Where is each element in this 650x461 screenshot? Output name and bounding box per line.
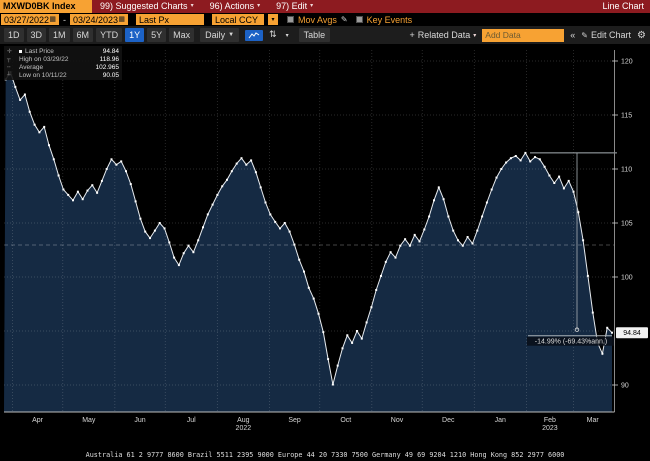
caret-down-icon: ▾ bbox=[310, 3, 314, 9]
legend-last-price[interactable]: ✛ Last Price 94.84 bbox=[7, 47, 119, 55]
range-tab-ytd[interactable]: YTD bbox=[96, 28, 123, 42]
svg-text:Jan: Jan bbox=[495, 417, 506, 424]
svg-text:Oct: Oct bbox=[340, 417, 351, 424]
svg-text:105: 105 bbox=[621, 221, 633, 228]
svg-text:Mar: Mar bbox=[587, 417, 600, 424]
date-to-field[interactable]: 03/24/2023 ▦ bbox=[70, 14, 128, 25]
currency-dropdown-button[interactable]: ▾ bbox=[268, 14, 278, 25]
range-tab-6m[interactable]: 6M bbox=[72, 28, 94, 42]
price-type-field[interactable]: Last Px bbox=[136, 14, 204, 25]
footer-phone-line-1: Australia 61 2 9777 8600 Brazil 5511 239… bbox=[85, 451, 565, 460]
crosshair-icon: ✛ bbox=[7, 47, 13, 55]
pencil-icon[interactable]: ✎ bbox=[340, 15, 348, 24]
average-line-icon: ╌ bbox=[7, 63, 11, 71]
line-chart-type-button[interactable] bbox=[245, 29, 264, 41]
related-data-button[interactable]: + Related Data ▾ bbox=[409, 30, 477, 40]
svg-text:Jul: Jul bbox=[187, 417, 196, 424]
key-events-label[interactable]: Key Events bbox=[366, 14, 413, 25]
caret-down-icon: ▾ bbox=[190, 3, 194, 9]
svg-text:120: 120 bbox=[621, 59, 633, 66]
svg-text:Feb: Feb bbox=[544, 417, 556, 424]
legend-average[interactable]: ╌ Average 102.965 bbox=[7, 63, 119, 71]
menu-suggested-charts[interactable]: 99) Suggested Charts ▾ bbox=[100, 1, 194, 11]
caret-down-icon: ▾ bbox=[257, 3, 261, 9]
low-marker-icon: ┴ bbox=[7, 71, 11, 79]
svg-text:Sep: Sep bbox=[288, 417, 301, 424]
svg-text:100: 100 bbox=[621, 275, 633, 282]
svg-text:Nov: Nov bbox=[391, 417, 404, 424]
svg-text:115: 115 bbox=[621, 113, 632, 120]
svg-text:90: 90 bbox=[621, 383, 629, 390]
title-bar: MXWD0BK Index 99) Suggested Charts ▾ 96)… bbox=[0, 0, 650, 13]
calendar-icon[interactable]: ▦ bbox=[49, 15, 56, 23]
sort-icon[interactable]: ⇅ bbox=[269, 30, 277, 40]
mov-avgs-label[interactable]: Mov Avgs bbox=[298, 14, 337, 25]
terminal-footer: Australia 61 2 9777 8600 Brazil 5511 239… bbox=[0, 432, 650, 461]
caret-down-icon: ▼ bbox=[228, 32, 235, 38]
date-range-separator: - bbox=[63, 14, 66, 25]
mov-avgs-checkbox[interactable] bbox=[287, 16, 294, 23]
svg-text:2023: 2023 bbox=[542, 425, 558, 432]
range-tab-1y[interactable]: 1Y bbox=[125, 28, 145, 42]
menu-actions[interactable]: 96) Actions ▾ bbox=[209, 1, 261, 11]
legend-high[interactable]: ┬ High on 03/29/22 118.96 bbox=[7, 55, 119, 63]
price-chart[interactable]: -14.99% (-69.43%ann.) 120 115 110 105 100 90 94… bbox=[0, 44, 650, 432]
series-marker-icon bbox=[19, 49, 22, 53]
caret-down-icon: ▾ bbox=[473, 32, 477, 39]
edit-chart-button[interactable]: ✎ Edit Chart bbox=[581, 30, 632, 40]
range-tab-1d[interactable]: 1D bbox=[4, 28, 24, 42]
chart-toolbar: 1D 3D 1M 6M YTD 1Y 5Y Max Daily ▼ ⇅ ▾ Ta… bbox=[0, 26, 650, 44]
chart-area[interactable]: -14.99% (-69.43%ann.) 120 115 110 105 100 90 94… bbox=[0, 44, 650, 432]
control-bar: 03/27/2022 ▦ - 03/24/2023 ▦ Last Px Loca… bbox=[0, 13, 650, 26]
period-dropdown[interactable]: Daily ▼ bbox=[200, 28, 240, 42]
svg-text:Dec: Dec bbox=[442, 417, 455, 424]
range-tab-1m[interactable]: 1M bbox=[49, 28, 70, 42]
plus-icon: + bbox=[409, 30, 415, 40]
legend-low[interactable]: ┴ Low on 10/11/22 90.05 bbox=[7, 71, 119, 79]
range-tab-3d[interactable]: 3D bbox=[26, 28, 47, 42]
pencil-icon: ✎ bbox=[581, 30, 588, 40]
add-data-input[interactable] bbox=[482, 28, 565, 42]
range-tab-max[interactable]: Max bbox=[169, 28, 195, 42]
calendar-icon[interactable]: ▦ bbox=[118, 15, 125, 23]
svg-text:94.84: 94.84 bbox=[623, 330, 641, 337]
chart-options-caret[interactable]: ▾ bbox=[285, 32, 289, 39]
svg-text:Apr: Apr bbox=[32, 417, 44, 424]
menu-edit[interactable]: 97) Edit ▾ bbox=[276, 1, 314, 11]
key-events-checkbox[interactable] bbox=[355, 16, 363, 23]
high-marker-icon: ┬ bbox=[7, 55, 11, 63]
gear-icon[interactable]: ⚙ bbox=[637, 29, 646, 41]
collapse-icon[interactable]: « bbox=[570, 30, 576, 40]
date-from-field[interactable]: 03/27/2022 ▦ bbox=[1, 14, 59, 25]
security-ticker[interactable]: MXWD0BK Index bbox=[0, 0, 92, 13]
chart-legend: ✛ Last Price 94.84 ┬ High on 03/29/22 11… bbox=[4, 46, 122, 80]
table-button[interactable]: Table bbox=[298, 28, 331, 42]
svg-text:2022: 2022 bbox=[236, 425, 252, 432]
range-tab-5y[interactable]: 5Y bbox=[147, 28, 167, 42]
svg-text:Jun: Jun bbox=[134, 417, 145, 424]
svg-text:May: May bbox=[82, 417, 96, 424]
svg-text:Aug: Aug bbox=[237, 417, 250, 424]
line-chart-icon bbox=[248, 31, 260, 38]
currency-field[interactable]: Local CCY bbox=[212, 14, 264, 25]
svg-text:110: 110 bbox=[621, 167, 632, 174]
screen-title: Line Chart bbox=[602, 1, 644, 11]
svg-text:-14.99% (-69.43%ann.): -14.99% (-69.43%ann.) bbox=[535, 339, 607, 346]
